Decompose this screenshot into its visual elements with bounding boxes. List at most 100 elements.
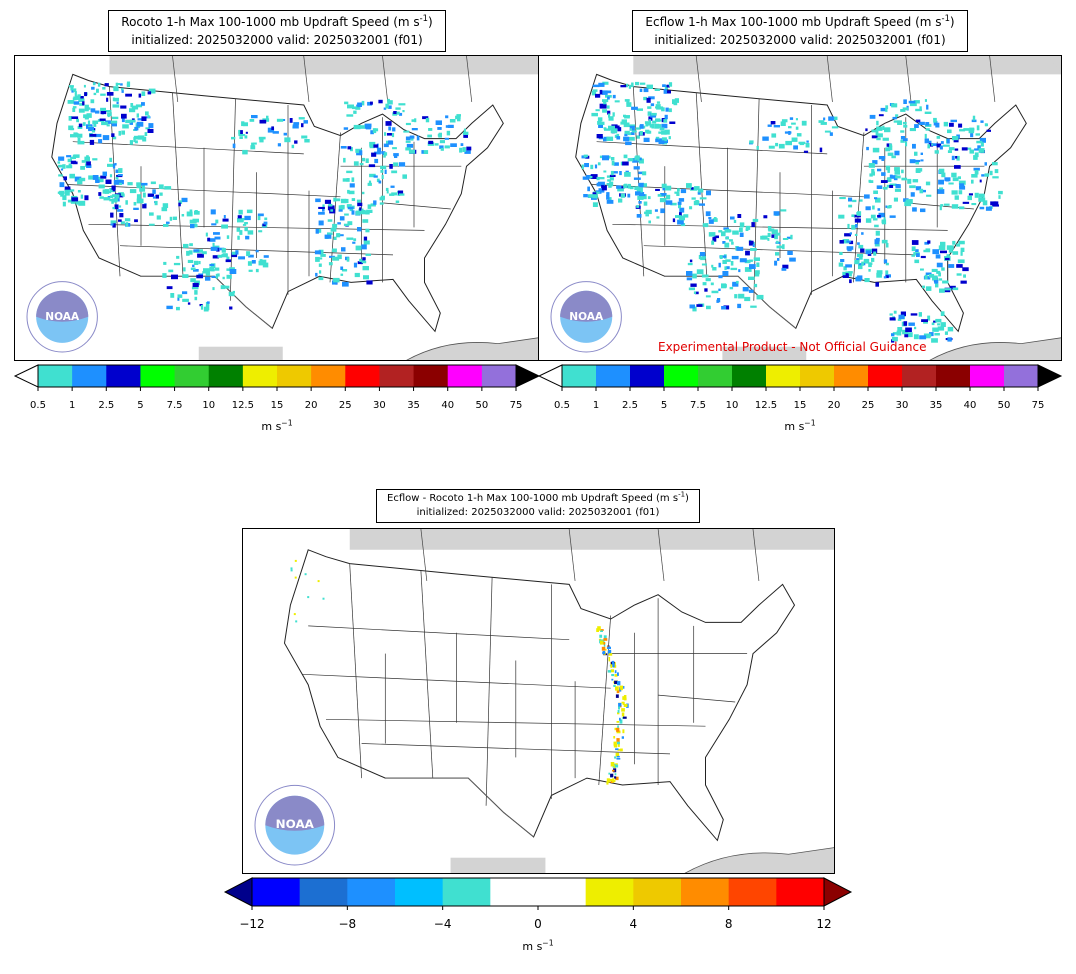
updraft-speckle [612,171,618,174]
updraft-speckle [722,241,726,244]
colorbar-segment [140,365,176,387]
updraft-speckle [364,123,372,128]
updraft-speckle [246,251,251,257]
updraft-speckle [112,163,116,169]
updraft-speckle [678,198,685,202]
updraft-speckle [244,227,248,232]
colorbar-tick-label: 2.5 [622,400,638,411]
updraft-speckle [87,120,91,125]
updraft-speckle [663,119,668,123]
updraft-speckle [428,128,433,131]
updraft-speckle [163,224,169,227]
updraft-speckle [152,196,156,199]
colorbar-segment [766,365,801,387]
updraft-speckle [66,155,72,158]
updraft-speckle [462,147,466,152]
updraft-speckle [645,122,649,127]
updraft-speckle [617,188,624,192]
updraft-speckle [196,274,203,279]
updraft-speckle [876,120,879,126]
colorbar-segment [299,878,348,906]
updraft-speckle [315,198,321,203]
updraft-speckle [665,194,671,200]
updraft-speckle [105,110,112,113]
updraft-speckle [596,182,602,187]
updraft-speckle [892,336,898,342]
logo-top [36,290,89,322]
updraft-speckle [947,337,952,342]
updraft-speckle [677,219,684,225]
updraft-speckle [975,133,980,136]
updraft-speckle [318,220,324,226]
canada-land [349,529,834,550]
updraft-speckle [104,83,109,87]
updraft-speckle [914,259,920,264]
updraft-speckle [330,209,334,212]
updraft-speckle [434,143,439,146]
noaa-logo: NOAA [26,281,98,353]
updraft-speckle [847,223,850,229]
updraft-speckle [238,129,241,135]
updraft-speckle [191,286,199,290]
updraft-speckle [79,177,86,182]
updraft-speckle [72,106,77,109]
updraft-speckle [592,192,597,195]
updraft-speckle [121,130,125,135]
updraft-speckle [237,235,240,240]
colorbar-segment [800,365,835,387]
updraft-speckle [705,278,711,282]
updraft-speckle [374,151,381,155]
difference-speckle [614,756,617,759]
updraft-speckle [900,139,905,143]
updraft-speckle [647,111,652,116]
updraft-speckle [998,190,1003,195]
difference-speckle [603,638,608,641]
updraft-speckle [190,267,196,271]
updraft-speckle [936,135,941,139]
updraft-speckle [202,251,207,255]
updraft-speckle [635,191,641,196]
updraft-speckle [114,204,119,210]
us-coastline [283,549,796,842]
updraft-speckle [911,246,916,252]
updraft-speckle [980,142,984,147]
updraft-speckle [331,248,337,253]
updraft-speckle [173,262,181,266]
colorbar-tick-label: 35 [929,400,943,411]
updraft-speckle [130,103,134,108]
updraft-speckle [638,182,644,188]
updraft-speckle [805,143,810,148]
updraft-speckle [594,164,598,169]
updraft-speckle [450,143,457,147]
updraft-speckle [960,247,965,252]
updraft-speckle [958,190,963,195]
updraft-speckle [992,162,998,166]
updraft-speckle [409,135,415,139]
updraft-speckle [118,219,122,222]
updraft-speckle [639,194,646,197]
updraft-speckle [192,264,195,268]
updraft-speckle [699,197,707,200]
updraft-speckle [260,259,267,264]
updraft-speckle [935,254,941,259]
updraft-speckle [873,190,878,194]
difference-speckle [610,773,614,778]
updraft-speckle [421,150,424,154]
updraft-speckle [891,333,895,337]
updraft-speckle [228,291,235,297]
updraft-speckle [115,195,119,199]
updraft-speckle [304,139,310,143]
updraft-speckle [127,182,133,186]
title-text: Ecflow 1-h Max 100-1000 mb Updraft Speed… [645,15,942,29]
updraft-speckle [399,112,403,116]
updraft-speckle [334,198,341,202]
updraft-speckle [708,219,714,224]
updraft-speckle [644,211,647,215]
colorbar-tick-label: 10 [202,400,216,411]
updraft-speckle [380,169,384,173]
updraft-speckle [381,174,384,180]
state-border [308,625,570,641]
difference-speckle [608,649,612,654]
updraft-speckle [352,106,358,110]
updraft-speckle [839,240,844,244]
